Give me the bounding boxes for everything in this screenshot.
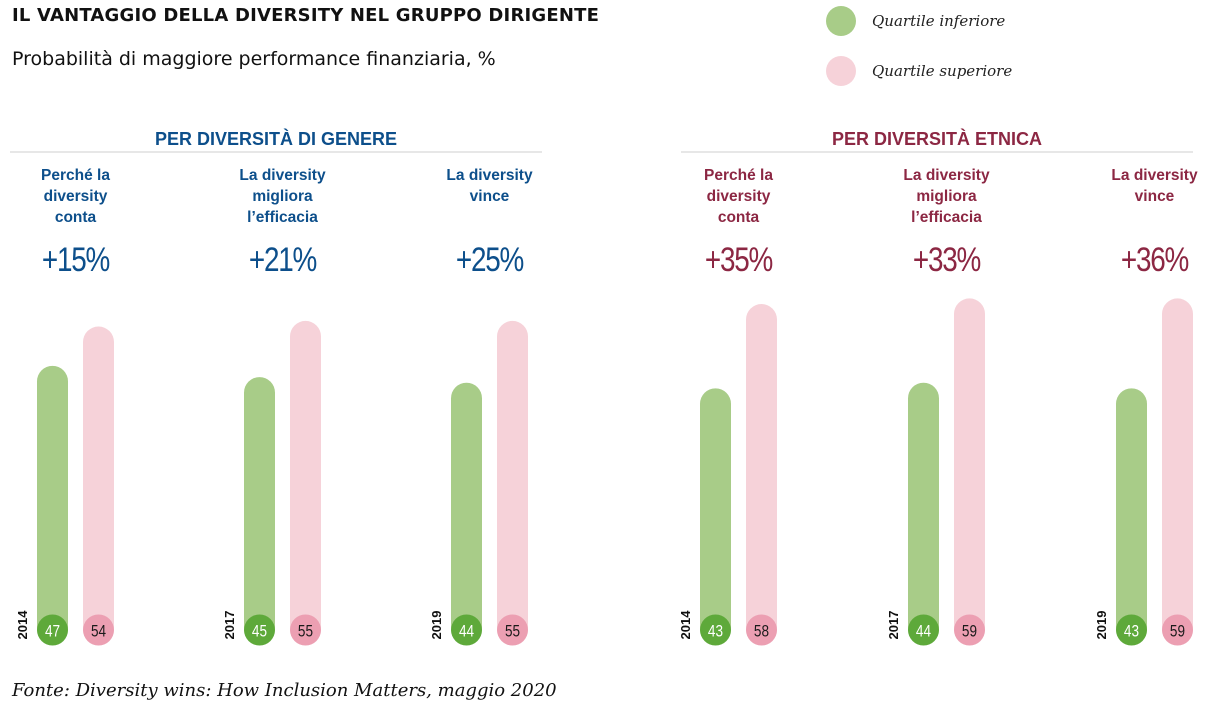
delta-value-1-1: +33% bbox=[913, 240, 981, 278]
bar-lower-1-0 bbox=[700, 388, 731, 644]
group-label-0-2: La diversity bbox=[446, 167, 533, 184]
delta-value-1-2: +36% bbox=[1121, 240, 1189, 278]
legend-swatch-lower-quartile bbox=[826, 6, 856, 36]
chart-title: IL VANTAGGIO DELLA DIVERSITY NEL GRUPPO … bbox=[12, 5, 600, 26]
group-label-1-1: migliora bbox=[916, 188, 977, 205]
group-label-0-1: La diversity bbox=[239, 167, 326, 184]
value-badge-upper-1-0 bbox=[746, 614, 777, 646]
group-label-1-2: La diversity bbox=[1111, 167, 1198, 184]
value-label-upper-1-2: 59 bbox=[1170, 622, 1185, 641]
value-label-upper-1-1: 59 bbox=[962, 622, 977, 641]
legend-label-lower-quartile: Quartile inferiore bbox=[872, 12, 1006, 30]
value-badge-lower-0-1 bbox=[244, 614, 275, 646]
group-label-1-1: La diversity bbox=[903, 167, 990, 184]
bar-upper-1-1 bbox=[954, 298, 985, 644]
bar-upper-0-0 bbox=[83, 326, 114, 644]
value-badge-lower-1-1 bbox=[908, 614, 939, 646]
bar-lower-1-1 bbox=[908, 382, 939, 644]
group-label-1-0: conta bbox=[718, 209, 760, 226]
year-label-1-0: 2014 bbox=[678, 610, 693, 640]
value-label-upper-1-0: 58 bbox=[754, 622, 769, 641]
value-label-lower-0-1: 45 bbox=[252, 622, 267, 641]
bar-lower-1-2 bbox=[1116, 388, 1147, 644]
legend-swatch-upper-quartile bbox=[826, 56, 856, 86]
value-badge-upper-1-1 bbox=[954, 614, 985, 646]
group-label-1-0: Perché la bbox=[704, 167, 773, 184]
value-label-lower-0-2: 44 bbox=[459, 622, 475, 641]
bar-lower-0-2 bbox=[451, 382, 482, 644]
value-label-upper-0-0: 54 bbox=[91, 622, 107, 641]
value-label-lower-1-0: 43 bbox=[708, 622, 723, 641]
group-label-1-2: vince bbox=[1135, 188, 1175, 205]
value-label-lower-1-2: 43 bbox=[1124, 622, 1139, 641]
bar-lower-0-0 bbox=[37, 365, 68, 644]
group-label-0-1: migliora bbox=[252, 188, 313, 205]
bar-upper-0-1 bbox=[290, 320, 321, 644]
value-badge-lower-1-0 bbox=[700, 614, 731, 646]
value-badge-upper-0-2 bbox=[497, 614, 528, 646]
legend-item-upper-quartile: Quartile superiore bbox=[826, 55, 1012, 87]
chart-subtitle: Probabilità di maggiore performance fina… bbox=[12, 48, 496, 70]
value-badge-upper-1-2 bbox=[1162, 614, 1193, 646]
bar-upper-0-2 bbox=[497, 320, 528, 644]
group-label-0-0: Perché la bbox=[41, 167, 110, 184]
bar-upper-1-0 bbox=[746, 304, 777, 644]
year-label-0-0: 2014 bbox=[15, 610, 30, 640]
group-label-0-1: l’efficacia bbox=[247, 209, 318, 226]
year-label-1-1: 2017 bbox=[886, 611, 901, 640]
value-badge-lower-0-0 bbox=[37, 614, 68, 646]
value-badge-lower-0-2 bbox=[451, 614, 482, 646]
value-badge-upper-0-0 bbox=[83, 614, 114, 646]
group-label-0-0: diversity bbox=[44, 188, 108, 205]
source-note: Fonte: Diversity wins: How Inclusion Mat… bbox=[12, 680, 557, 701]
value-label-lower-0-0: 47 bbox=[45, 622, 60, 641]
year-label-0-1: 2017 bbox=[222, 611, 237, 640]
panel-heading-0: PER DIVERSITÀ DI GENERE bbox=[155, 128, 397, 149]
group-label-1-0: diversity bbox=[707, 188, 771, 205]
delta-value-1-0: +35% bbox=[705, 240, 773, 278]
panel-heading-1: PER DIVERSITÀ ETNICA bbox=[832, 128, 1042, 149]
value-badge-lower-1-2 bbox=[1116, 614, 1147, 646]
bar-upper-1-2 bbox=[1162, 298, 1193, 644]
value-label-upper-0-2: 55 bbox=[505, 622, 520, 641]
delta-value-0-0: +15% bbox=[42, 240, 110, 278]
group-label-0-0: conta bbox=[55, 209, 97, 226]
group-label-1-1: l’efficacia bbox=[911, 209, 982, 226]
delta-value-0-2: +25% bbox=[456, 240, 524, 278]
legend-label-upper-quartile: Quartile superiore bbox=[872, 62, 1013, 80]
value-label-lower-1-1: 44 bbox=[916, 622, 932, 641]
legend-item-lower-quartile: Quartile inferiore bbox=[826, 5, 1005, 37]
year-label-0-2: 2019 bbox=[429, 611, 444, 640]
bar-lower-0-1 bbox=[244, 377, 275, 644]
year-label-1-2: 2019 bbox=[1094, 611, 1109, 640]
group-label-0-2: vince bbox=[470, 188, 510, 205]
value-label-upper-0-1: 55 bbox=[298, 622, 313, 641]
delta-value-0-1: +21% bbox=[249, 240, 317, 278]
value-badge-upper-0-1 bbox=[290, 614, 321, 646]
